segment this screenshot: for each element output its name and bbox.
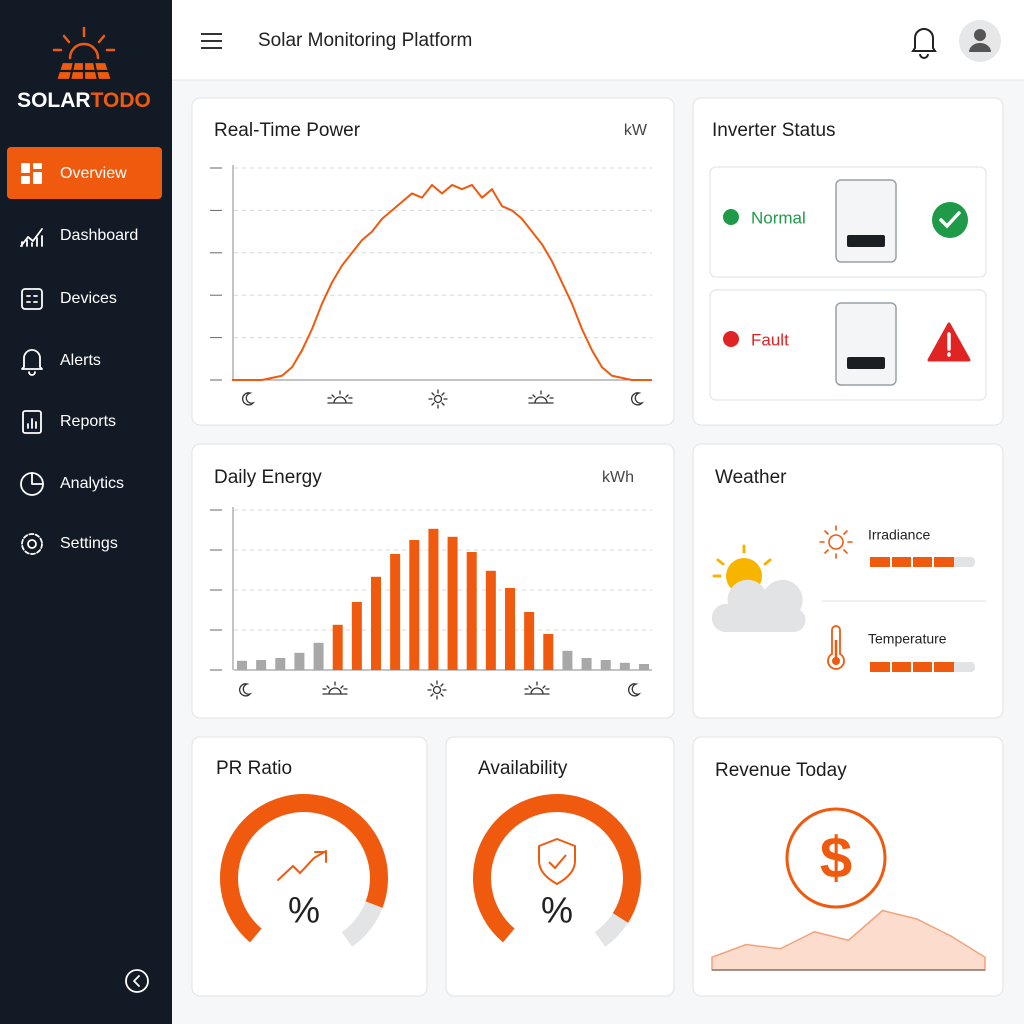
bar	[351, 602, 362, 670]
bar	[428, 528, 439, 670]
bar	[237, 660, 247, 670]
gauge-value	[473, 794, 641, 943]
bar	[466, 552, 477, 670]
header-title: Solar Monitoring Platform	[258, 30, 472, 51]
status-label: Fault	[751, 330, 789, 349]
bar	[562, 650, 573, 670]
svg-text:$: $	[820, 825, 852, 890]
nav-item[interactable]: Overview	[60, 165, 127, 182]
bar	[447, 536, 458, 670]
nav-item[interactable]: Alerts	[60, 352, 101, 369]
bar	[390, 554, 401, 670]
bar	[332, 624, 343, 670]
bar	[256, 660, 267, 670]
nav-active[interactable]	[7, 147, 162, 199]
gauge-unit: %	[541, 890, 573, 931]
card-title: Daily Energy	[214, 467, 322, 488]
card-title: Revenue Today	[715, 760, 847, 781]
nav-icons	[20, 163, 44, 555]
metric-label: Temperature	[868, 631, 947, 647]
nav-item[interactable]: Devices	[60, 290, 117, 307]
card-title: Availability	[478, 758, 568, 779]
nav-item[interactable]: Dashboard	[60, 227, 138, 244]
collapse-button[interactable]	[125, 969, 149, 993]
bar	[619, 662, 630, 670]
bar	[524, 612, 535, 670]
gauge-value	[220, 794, 388, 943]
weather-icons	[711, 525, 986, 670]
notifications[interactable]	[911, 28, 937, 59]
unit: kW	[624, 122, 648, 139]
bar	[543, 634, 554, 670]
metric-label: Irradiance	[868, 527, 930, 543]
card-title: PR Ratio	[216, 758, 292, 779]
bar	[639, 664, 649, 670]
bar	[275, 658, 286, 670]
header	[172, 0, 1024, 80]
bar	[409, 540, 420, 670]
brand-part: SOLAR	[17, 89, 91, 112]
nav-item[interactable]: Reports	[60, 413, 116, 430]
power-line	[232, 183, 652, 381]
trend-icon	[277, 850, 327, 881]
shield-icon	[538, 838, 576, 885]
menu-button[interactable]	[201, 33, 222, 49]
card-title: Weather	[715, 467, 787, 488]
bar	[485, 570, 496, 670]
status-label: Normal	[751, 208, 806, 227]
card-title: Inverter Status	[712, 120, 836, 141]
bar	[313, 642, 324, 670]
dollar-icon: $	[785, 807, 887, 909]
nav-item[interactable]: Settings	[60, 535, 118, 552]
bar	[600, 660, 611, 670]
nav-item[interactable]: Analytics	[60, 475, 124, 492]
unit: kWh	[602, 469, 634, 486]
bar	[581, 658, 592, 670]
gauge-unit: %	[288, 890, 320, 931]
avatar[interactable]	[959, 20, 1001, 62]
card-title: Real-Time Power	[214, 120, 361, 141]
brand-part: TODO	[91, 89, 151, 112]
brand: SOLARTODO	[17, 89, 151, 112]
bar	[371, 576, 381, 670]
logo	[52, 26, 116, 82]
bar	[505, 588, 515, 670]
bar	[294, 652, 305, 670]
inverter-rows	[709, 166, 987, 401]
